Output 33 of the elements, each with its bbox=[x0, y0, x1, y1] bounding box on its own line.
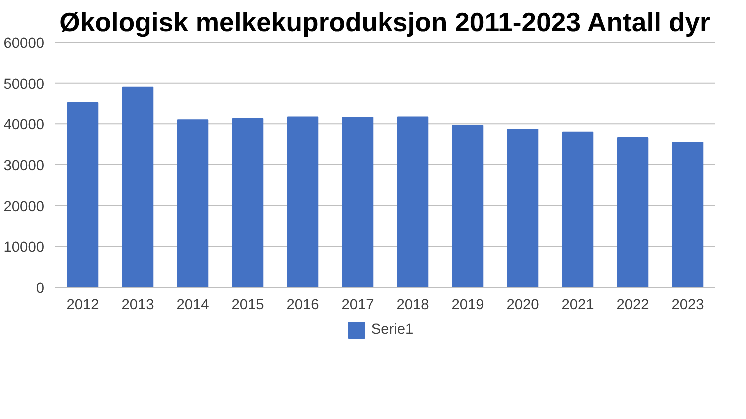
y-tick-label: 20000 bbox=[4, 199, 45, 216]
legend-label: Serie1 bbox=[371, 322, 414, 338]
y-tick-label: 60000 bbox=[4, 36, 45, 52]
y-tick-label: 50000 bbox=[4, 76, 45, 93]
chart-title: Økologisk melkekuproduksjon 2011-2023 Antall dyr bbox=[60, 8, 710, 38]
x-tick-label: 2017 bbox=[342, 298, 374, 314]
bar bbox=[342, 117, 374, 288]
bar bbox=[122, 86, 154, 288]
bar bbox=[67, 102, 99, 288]
x-tick-label: 2014 bbox=[176, 298, 210, 314]
x-tick-label: 2023 bbox=[672, 298, 704, 314]
x-tick-label: 2021 bbox=[562, 298, 594, 314]
bar bbox=[287, 116, 319, 288]
bar bbox=[562, 132, 594, 288]
x-tick-label: 2020 bbox=[506, 298, 540, 314]
x-tick-label: 2013 bbox=[122, 298, 154, 314]
y-tick-label: 30000 bbox=[4, 158, 45, 174]
x-tick-label: 2018 bbox=[396, 298, 430, 314]
bar bbox=[507, 128, 539, 288]
x-tick-label: 2019 bbox=[452, 298, 484, 314]
y-tick-label: 0 bbox=[36, 281, 45, 297]
bar bbox=[397, 116, 429, 288]
bar bbox=[452, 125, 484, 288]
y-tick-label: 10000 bbox=[4, 240, 45, 256]
y-tick-label: 40000 bbox=[4, 118, 45, 134]
x-tick-label: 2022 bbox=[616, 298, 650, 314]
bar bbox=[177, 120, 209, 288]
bar bbox=[672, 142, 704, 288]
x-tick-label: 2015 bbox=[232, 298, 264, 314]
bar bbox=[617, 138, 649, 288]
bar bbox=[232, 118, 264, 288]
x-tick-label: 2016 bbox=[286, 298, 320, 314]
x-tick-label: 2012 bbox=[66, 298, 100, 314]
